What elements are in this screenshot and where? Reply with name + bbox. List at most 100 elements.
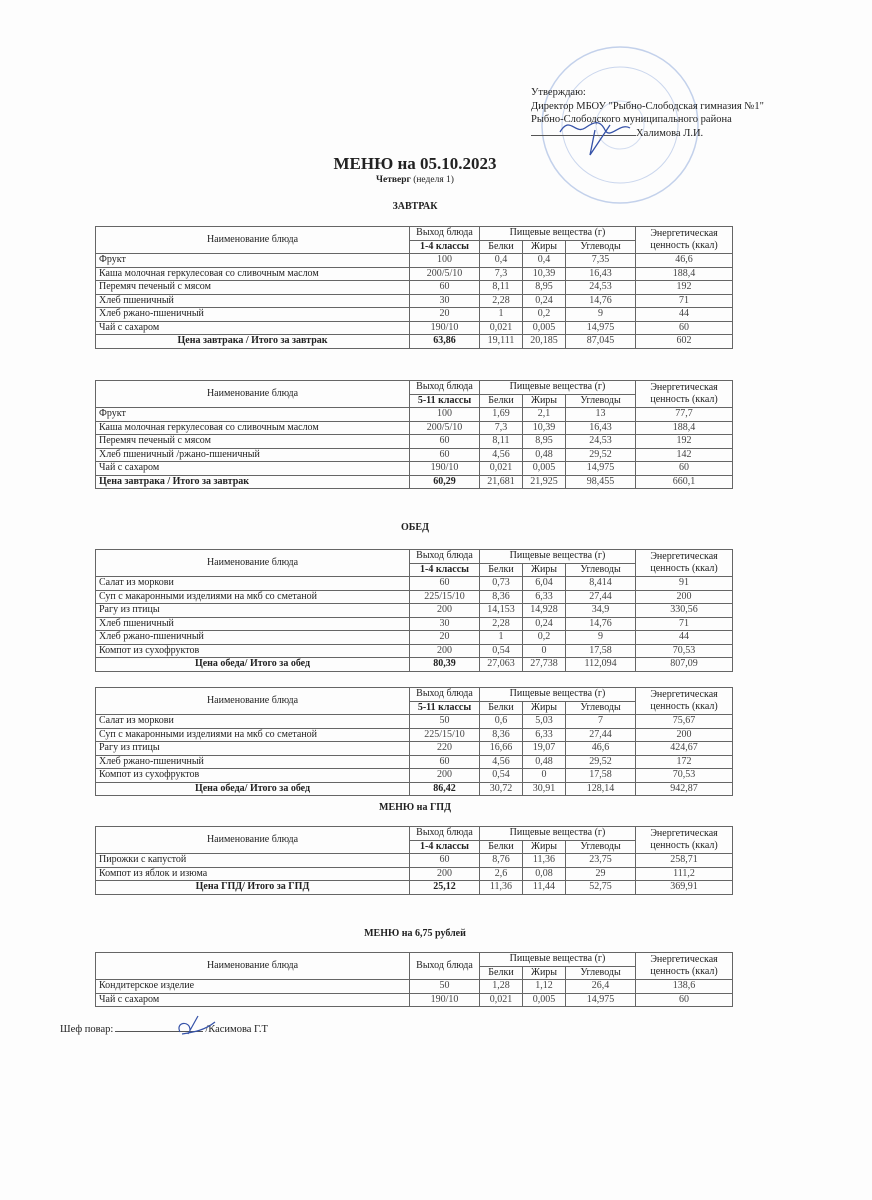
- cell-energy: 258,71: [635, 853, 734, 868]
- cell-carbs: 29,52: [564, 754, 637, 769]
- cell-protein: 4,56: [479, 754, 523, 769]
- header-nutrients: Пищевые вещества (г): [478, 826, 637, 841]
- table-row: Рагу из птицы 220 16,66 19,07 46,6 424,67: [95, 741, 734, 756]
- total-protein: 11,36: [479, 880, 523, 895]
- table-row: Салат из моркови 60 0,73 6,04 8,414 91: [95, 576, 734, 591]
- cell-dish-name: Фрукт: [95, 407, 410, 422]
- total-protein: 27,063: [479, 657, 523, 672]
- cell-carbs: 24,53: [564, 434, 637, 449]
- header-fat: Жиры: [522, 239, 566, 254]
- cell-carbs: 9: [564, 307, 637, 322]
- cell-protein: 0,021: [479, 461, 523, 476]
- header-protein: Белки: [479, 839, 523, 854]
- cell-yield: 60: [409, 434, 480, 449]
- header-yield: Выход блюда: [409, 952, 480, 980]
- header-energy: Энергетическая ценность (ккал): [635, 226, 734, 254]
- cell-carbs: 27,44: [564, 727, 637, 742]
- total-dish-name: Цена завтрака / Итого за завтрак: [95, 334, 410, 349]
- cell-carbs: 14,975: [564, 320, 637, 335]
- header-protein: Белки: [479, 965, 523, 980]
- cell-yield: 100: [409, 253, 480, 268]
- table-row: Каша молочная геркулесовая со сливочным …: [95, 266, 734, 281]
- cell-fat: 19,07: [522, 741, 566, 756]
- header-row: 5-11 классы Белки Жиры Углеводы: [96, 393, 733, 408]
- header-nutrients: Пищевые вещества (г): [478, 952, 637, 967]
- header-energy: Энергетическая ценность (ккал): [635, 380, 734, 408]
- header-row: 5-11 классы Белки Жиры Углеводы: [96, 700, 733, 715]
- cell-yield: 200: [409, 643, 480, 658]
- cell-fat: 0,08: [522, 866, 566, 881]
- total-carbs: 128,14: [564, 781, 637, 796]
- cell-fat: 0,005: [522, 461, 566, 476]
- cell-yield: 190/10: [409, 461, 480, 476]
- table-row: Компот из сухофруктов 200 0,54 0 17,58 70,53: [95, 768, 734, 783]
- header-yield: Выход блюда: [409, 226, 480, 241]
- header-class-group: 5-11 классы: [409, 700, 480, 715]
- cell-carbs: 14,975: [564, 992, 637, 1007]
- header-fat: Жиры: [522, 965, 566, 980]
- total-energy: 660,1: [635, 474, 734, 489]
- cell-dish-name: Компот из сухофруктов: [95, 643, 410, 658]
- cell-yield: 190/10: [409, 320, 480, 335]
- cell-energy: 142: [635, 447, 734, 462]
- cell-yield: 200: [409, 603, 480, 618]
- header-row: Наименование блюда Выход блюда Пищевые вещ…: [95, 952, 734, 980]
- header-nutrients: Пищевые вещества (г): [478, 380, 637, 395]
- total-carbs: 52,75: [564, 880, 637, 895]
- total-fat: 21,925: [522, 474, 566, 489]
- cell-energy: 330,56: [635, 603, 734, 618]
- total-row: Цена обеда/ Итого за обед 80,39 27,063 27,7…: [95, 657, 734, 672]
- cell-yield: 225/15/10: [409, 727, 480, 742]
- table-row: Перемяч печеный с мясом 60 8,11 8,95 24,53 19…: [95, 280, 734, 295]
- cell-fat: 8,95: [522, 434, 566, 449]
- cell-dish-name: Хлеб пшеничный /ржано-пшеничный: [95, 447, 410, 462]
- cell-carbs: 29,52: [564, 447, 637, 462]
- total-carbs: 87,045: [564, 334, 637, 349]
- total-dish-name: Цена обеда/ Итого за обед: [95, 781, 410, 796]
- cell-fat: 8,95: [522, 280, 566, 295]
- cell-dish-name: Компот из сухофруктов: [95, 768, 410, 783]
- cell-dish-name: Чай с сахаром: [95, 461, 410, 476]
- cell-fat: 6,04: [522, 576, 566, 591]
- cell-protein: 14,153: [479, 603, 523, 618]
- header-nutrients: Пищевые вещества (г): [478, 226, 637, 241]
- cell-protein: 7,3: [479, 420, 523, 435]
- header-carbs: Углеводы: [564, 700, 637, 715]
- cell-fat: 0,2: [522, 630, 566, 645]
- table-row: Каша молочная геркулесовая со сливочным …: [95, 420, 734, 435]
- header-protein: Белки: [479, 393, 523, 408]
- table-row: Перемяч печеный с мясом 60 8,11 8,95 24,53 19…: [95, 434, 734, 449]
- cell-dish-name: Каша молочная геркулесовая со сливочным …: [95, 266, 410, 281]
- cell-fat: 5,03: [522, 714, 566, 729]
- cell-energy: 70,53: [635, 768, 734, 783]
- total-row: Цена завтрака / Итого за завтрак 60,29 21,…: [95, 474, 734, 489]
- total-dish-name: Цена ГПД/ Итого за ГПД: [95, 880, 410, 895]
- cell-dish-name: Перемяч печеный с мясом: [95, 280, 410, 295]
- cell-protein: 1: [479, 307, 523, 322]
- cell-yield: 30: [409, 616, 480, 631]
- cell-carbs: 7,35: [564, 253, 637, 268]
- table-row: Фрукт 100 1,69 2,1 13 77,7: [95, 407, 734, 422]
- header-name: Наименование блюда: [95, 549, 410, 577]
- total-row: Цена ГПД/ Итого за ГПД 25,12 11,36 11,44 52,…: [95, 880, 734, 895]
- official-stamp: [541, 46, 699, 204]
- total-dish-name: Цена обеда/ Итого за обед: [95, 657, 410, 672]
- header-protein: Белки: [479, 562, 523, 577]
- header-energy: Энергетическая ценность (ккал): [635, 687, 734, 715]
- cell-protein: 8,36: [479, 727, 523, 742]
- table-row: Чай с сахаром 190/10 0,021 0,005 14,975 60: [95, 992, 734, 1007]
- section-gpd: МЕНЮ на ГПД: [379, 802, 451, 813]
- total-energy: 942,87: [635, 781, 734, 796]
- approval-line: Директор МБОУ "Рыбно-Слободская гимназия…: [531, 100, 764, 112]
- total-energy: 369,91: [635, 880, 734, 895]
- header-class-group: 1-4 классы: [409, 239, 480, 254]
- cell-protein: 1,28: [479, 979, 523, 994]
- cell-energy: 424,67: [635, 741, 734, 756]
- header-row: Наименование блюда Выход блюда Пищевые вещ…: [95, 549, 734, 577]
- header-fat: Жиры: [522, 700, 566, 715]
- cell-yield: 20: [409, 630, 480, 645]
- header-energy: Энергетическая ценность (ккал): [635, 549, 734, 577]
- cell-carbs: 14,76: [564, 616, 637, 631]
- chef-label: Шеф повар:: [60, 1024, 114, 1035]
- header-nutrients: Пищевые вещества (г): [478, 549, 637, 564]
